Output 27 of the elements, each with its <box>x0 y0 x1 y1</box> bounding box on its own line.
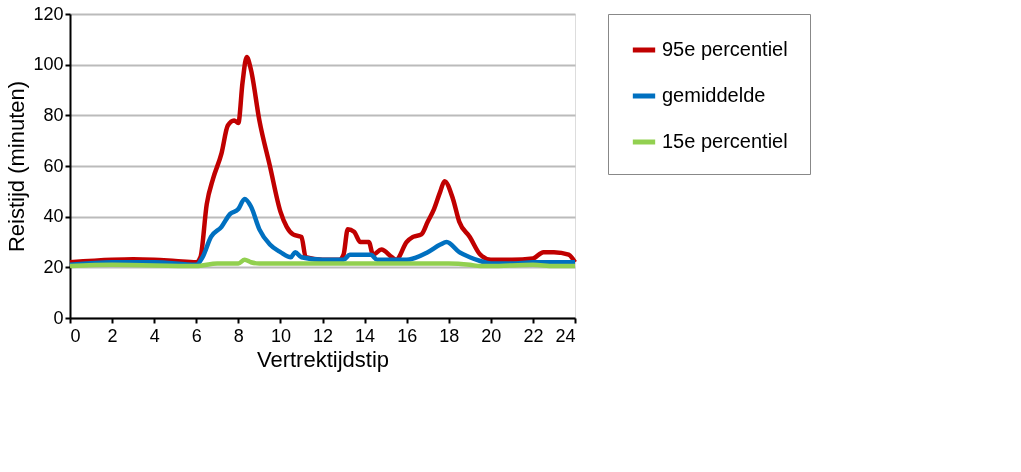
y-tick-label: 0 <box>53 307 64 328</box>
legend-label: 15e percentiel <box>662 130 788 152</box>
x-tick-label: 10 <box>270 325 291 346</box>
x-tick-label: 12 <box>312 325 334 346</box>
x-tick-label: 8 <box>233 325 244 346</box>
x-axis-title: Vertrektijdstip <box>256 346 390 372</box>
x-tick-label: 14 <box>355 325 376 346</box>
legend-label: 95e percentiel <box>662 38 788 60</box>
y-tick-label: 120 <box>33 3 64 24</box>
y-tick-label: 40 <box>43 206 64 227</box>
y-tick-label: 20 <box>43 256 64 277</box>
x-tick-label: 2 <box>107 325 118 346</box>
x-tick-label: 22 <box>523 325 544 346</box>
y-tick-label: 100 <box>33 54 64 75</box>
x-tick-label: 6 <box>191 325 202 346</box>
x-tick-label: 20 <box>481 325 502 346</box>
x-tick-label: 16 <box>397 325 418 346</box>
x-tick-label: 0 <box>70 325 81 346</box>
line-series <box>67 257 578 269</box>
x-tick-label: 4 <box>149 325 160 346</box>
line-series <box>67 54 578 265</box>
y-axis-title: Reistijd (minuten) <box>4 80 30 253</box>
x-tick-label: 24 <box>555 325 576 346</box>
y-tick-label: 80 <box>43 104 64 125</box>
y-tick-label: 60 <box>43 155 64 176</box>
legend-label: gemiddelde <box>662 84 766 106</box>
x-tick-label: 18 <box>439 325 460 346</box>
